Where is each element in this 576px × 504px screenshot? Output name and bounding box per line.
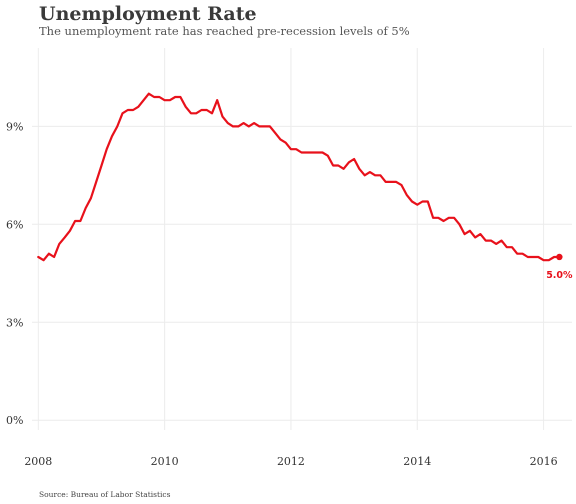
x-tick-label: 2012 bbox=[277, 455, 305, 468]
series-line bbox=[38, 94, 559, 261]
tick-labels: 2008 2010 2012 2014 2016 0% 3% 6% 9% bbox=[6, 120, 558, 468]
x-tick-label: 2008 bbox=[24, 455, 52, 468]
end-value-label: 5.0% bbox=[546, 270, 573, 281]
series-layer: 5.0% bbox=[38, 94, 573, 281]
source-note: Source: Bureau of Labor Statistics bbox=[39, 490, 170, 499]
x-tick-label: 2014 bbox=[403, 455, 431, 468]
y-tick-label: 9% bbox=[6, 120, 23, 133]
grid-layer bbox=[32, 48, 572, 430]
x-tick-label: 2010 bbox=[151, 455, 179, 468]
end-point-marker bbox=[556, 254, 562, 260]
y-tick-label: 6% bbox=[6, 218, 23, 231]
x-tick-label: 2016 bbox=[530, 455, 558, 468]
y-tick-label: 0% bbox=[6, 414, 23, 427]
y-tick-label: 3% bbox=[6, 316, 23, 329]
